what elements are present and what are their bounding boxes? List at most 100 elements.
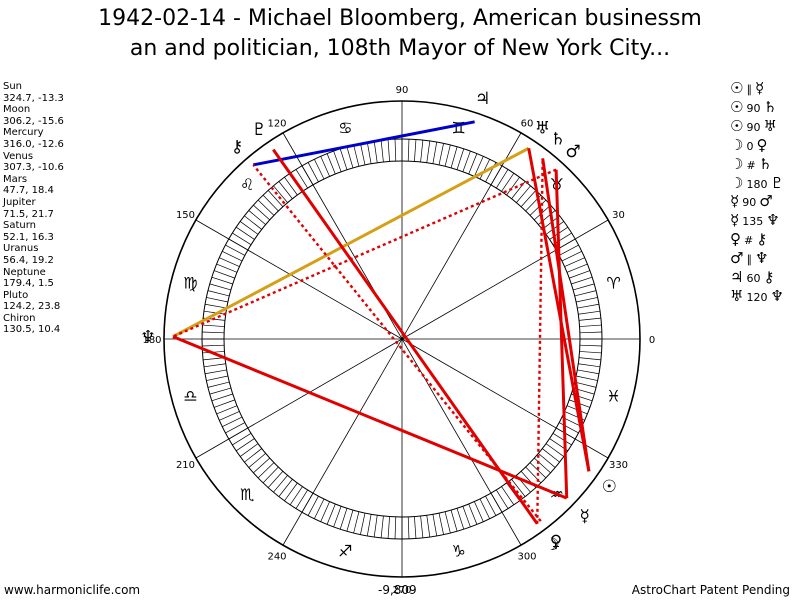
degree-tick [225,422,245,434]
aspect-type: 90 [746,101,761,115]
sign-aries-icon: ♈ [606,273,620,292]
degree-labels: 0 30 60 90 120 150 180 210 240 270 300 330 [142,85,655,596]
degree-tick [360,143,366,165]
degree-label: 0 [649,335,655,346]
aspect-row: ☽ # ♄ [730,155,798,175]
position-coords: 306.2, -15.6 [3,115,64,127]
degree-tick [206,297,228,303]
degree-tick [202,324,225,327]
degree-tick [576,375,598,381]
degree-label: 300 [517,552,536,563]
aspect-planet-2: ♀ [756,135,768,154]
degree-tick [552,433,572,446]
degree-tick [569,270,591,279]
degree-tick [529,199,547,216]
degree-tick [320,156,330,177]
degree-tick [420,515,424,538]
degree-tick [209,283,231,291]
position-coords: 307.3, -10.6 [3,162,64,174]
aspect-planet-2: ♅ [763,116,777,135]
website-credit: www.harmoniclife.com [4,583,141,597]
position-name: Moon [3,104,31,116]
degree-tick [333,506,342,528]
degree-tick [574,381,597,388]
degree-tick [542,448,560,463]
aspect-planet-1: ☽ [730,173,744,192]
aspect-planet-1: ☉ [730,116,744,135]
degree-label: 180 [142,335,161,346]
aspect-planet-1: ♃ [730,268,744,287]
degree-tick [578,357,601,361]
degree-tick [456,148,465,170]
degree-tick [578,363,601,368]
degree-tick [432,141,438,164]
degree-tick [203,363,226,368]
degree-tick [501,486,515,506]
degree-tick [353,144,360,167]
degree-tick [204,303,227,309]
degree-tick [211,393,233,402]
degree-label: 90 [396,85,409,96]
position-name: Mars [3,173,28,185]
division-spoke [195,219,609,459]
aspect-planet-1: ☿ [730,192,740,211]
aspect-planet-1: ♅ [730,286,744,305]
degree-tick [339,148,348,170]
degree-tick [462,150,471,172]
degree-tick [373,515,378,538]
degree-tick [225,244,245,256]
degree-tick [278,181,293,199]
degree-tick [577,303,600,309]
degree-tick [474,156,484,177]
degree-tick [257,462,275,479]
degree-tick [506,176,520,196]
patent-notice: AstroChart Patent Pending [631,583,790,597]
degree-tick [559,244,579,256]
degree-tick [468,153,478,175]
aspect-planet-1: ☿ [730,211,740,230]
planet-venus-icon: ♀ [550,532,562,552]
degree-tick [414,516,417,539]
degree-tick [235,438,255,452]
degree-tick [222,251,243,262]
degree-tick [267,190,284,207]
degree-tick [289,486,303,506]
aspect-planet-2: ♆ [766,211,780,230]
degree-tick [373,140,378,163]
degree-tick [387,139,390,162]
degree-tick [307,162,319,182]
aspect-row: ♅ 120 ♆ [730,286,798,307]
degree-tick [360,513,366,535]
degree-tick [479,159,490,180]
degree-tick [501,172,515,192]
degree-tick [579,324,602,327]
degree-tick [307,496,319,516]
degree-label: 330 [609,460,628,471]
degree-tick [438,143,444,165]
aspect-type: # [744,234,754,248]
sign-leo-icon: ♌ [240,175,254,194]
aspect-line-mars-neptune [172,168,557,338]
sign-virgo-icon: ♍ [183,273,197,292]
degree-tick [207,381,230,388]
degree-tick [320,501,330,522]
aspect-planet-2: ⚷ [756,230,768,249]
degree-tick [216,263,238,273]
degree-tick [444,144,451,167]
degree-tick [295,169,308,189]
degree-tick [213,399,235,408]
aspect-line-moon-pluto [272,148,539,525]
degree-tick [346,146,354,168]
position-coords: 324.7, -13.3 [3,92,64,104]
planet-positions-list: Sun 324.7, -13.3 Moon 306.2, -15.6 Mercu… [3,81,64,336]
position-name: Pluto [3,289,29,301]
degree-tick [257,199,275,216]
division-spokes [164,101,640,577]
position-name: Chiron [3,312,36,324]
position-name: Mercury [3,127,44,139]
aspect-type: 90 [746,120,761,134]
degree-tick [576,297,598,303]
planet-neptune-icon: ♆ [140,327,155,347]
degree-tick [244,215,262,230]
aspect-type: 180 [746,177,768,191]
